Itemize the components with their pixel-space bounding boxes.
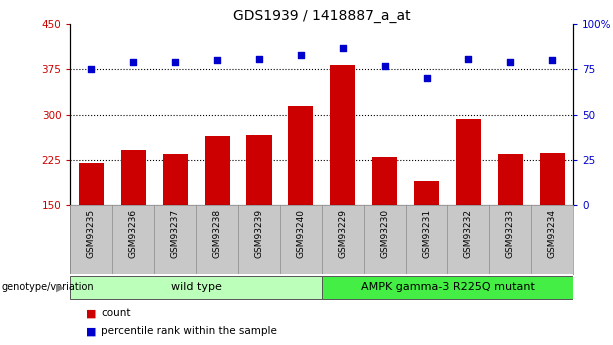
Point: [170, 59, 180, 65]
Point: [254, 56, 264, 61]
Text: GSM93232: GSM93232: [464, 209, 473, 258]
Bar: [246, 135, 272, 205]
Text: ▶: ▶: [56, 282, 64, 292]
Text: GSM93231: GSM93231: [422, 209, 431, 258]
Bar: [414, 181, 439, 205]
Bar: [70, 276, 322, 299]
Bar: [121, 150, 146, 205]
Text: GSM93234: GSM93234: [547, 209, 557, 258]
Point: [422, 76, 432, 81]
Text: GSM93239: GSM93239: [254, 209, 264, 258]
Point: [505, 59, 515, 65]
Bar: [79, 163, 104, 205]
Title: GDS1939 / 1418887_a_at: GDS1939 / 1418887_a_at: [233, 9, 411, 23]
Point: [547, 58, 557, 63]
Text: GSM93237: GSM93237: [170, 209, 180, 258]
Bar: [498, 154, 523, 205]
Text: AMPK gamma-3 R225Q mutant: AMPK gamma-3 R225Q mutant: [360, 282, 535, 292]
Point: [463, 56, 473, 61]
Bar: [330, 65, 356, 205]
Text: ■: ■: [86, 326, 96, 336]
Text: GSM93240: GSM93240: [296, 209, 305, 258]
Point: [380, 63, 390, 69]
Text: GSM93236: GSM93236: [129, 209, 138, 258]
Text: count: count: [101, 308, 131, 318]
Text: GSM93238: GSM93238: [213, 209, 222, 258]
Point: [338, 45, 348, 50]
Text: wild type: wild type: [171, 282, 221, 292]
Bar: [205, 136, 230, 205]
Text: GSM93235: GSM93235: [87, 209, 96, 258]
Text: genotype/variation: genotype/variation: [1, 282, 94, 292]
Bar: [162, 154, 188, 205]
Bar: [322, 276, 573, 299]
Text: GSM93233: GSM93233: [506, 209, 515, 258]
Text: GSM93229: GSM93229: [338, 209, 348, 258]
Bar: [456, 119, 481, 205]
Text: percentile rank within the sample: percentile rank within the sample: [101, 326, 277, 336]
Bar: [539, 153, 565, 205]
Bar: [372, 157, 397, 205]
Point: [86, 67, 96, 72]
Point: [296, 52, 306, 58]
Point: [212, 58, 222, 63]
Bar: [288, 106, 313, 205]
Text: GSM93230: GSM93230: [380, 209, 389, 258]
Text: ■: ■: [86, 308, 96, 318]
Point: [129, 59, 139, 65]
